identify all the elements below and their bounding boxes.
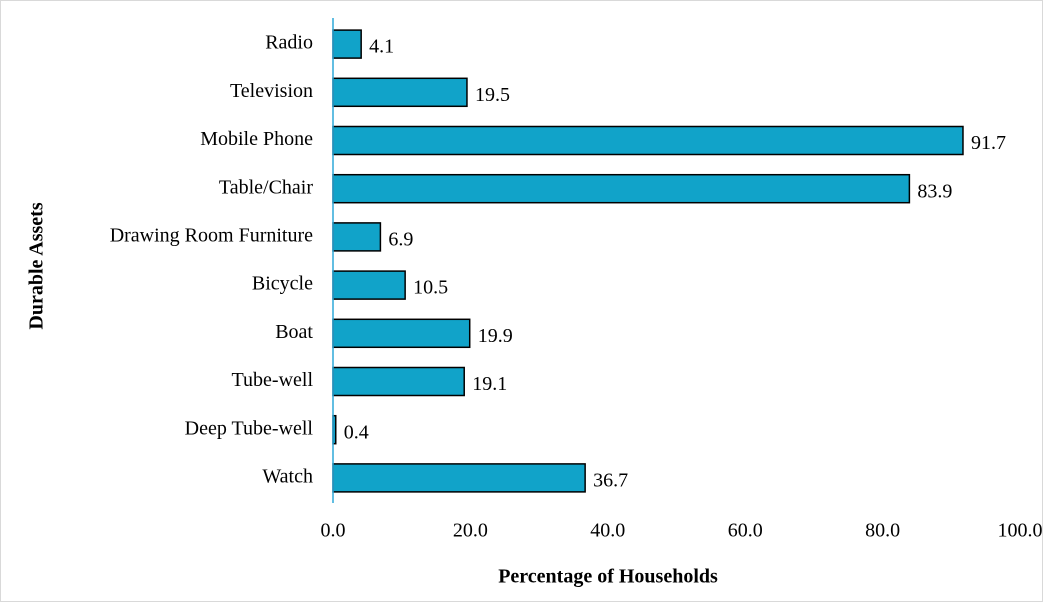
x-tick-label: 100.0: [998, 520, 1043, 542]
y-tick-label: Bicycle: [252, 273, 313, 295]
bar: [332, 318, 471, 349]
bar: [332, 173, 911, 204]
x-axis-label: Percentage of Households: [498, 566, 718, 588]
bar: [332, 29, 362, 59]
y-tick-label: Drawing Room Furniture: [110, 224, 313, 246]
bar: [332, 366, 465, 397]
x-tick-label: 20.0: [453, 520, 488, 542]
y-axis-label: Durable Assets: [26, 202, 48, 329]
data-label: 91.7: [971, 132, 1006, 154]
data-label: 19.1: [472, 373, 507, 395]
data-label: 83.9: [917, 180, 952, 202]
data-label: 19.9: [478, 325, 513, 347]
x-tick-label: 60.0: [728, 520, 763, 542]
bar: [332, 77, 468, 108]
y-tick-label: Tube-well: [232, 369, 314, 391]
data-label: 6.9: [388, 228, 413, 250]
data-label: 4.1: [369, 36, 394, 58]
data-label: 36.7: [593, 469, 628, 491]
y-tick-label: Mobile Phone: [200, 128, 313, 150]
y-tick-label: Radio: [265, 32, 313, 54]
x-tick-label: 0.0: [321, 520, 346, 542]
data-label: 19.5: [475, 84, 510, 106]
bar: [332, 463, 586, 493]
y-tick-label: Deep Tube-well: [185, 417, 314, 439]
x-tick-label: 80.0: [865, 520, 900, 542]
bar: [332, 125, 964, 156]
x-tick-label: 40.0: [590, 520, 625, 542]
bar: [332, 222, 382, 252]
y-tick-label: Watch: [262, 465, 313, 487]
y-tick-label: Boat: [275, 321, 313, 343]
data-label: 0.4: [344, 421, 369, 443]
data-label: 10.5: [413, 277, 448, 299]
y-tick-label: Table/Chair: [219, 176, 313, 198]
bar: [332, 270, 406, 300]
y-tick-label: Television: [230, 80, 313, 102]
